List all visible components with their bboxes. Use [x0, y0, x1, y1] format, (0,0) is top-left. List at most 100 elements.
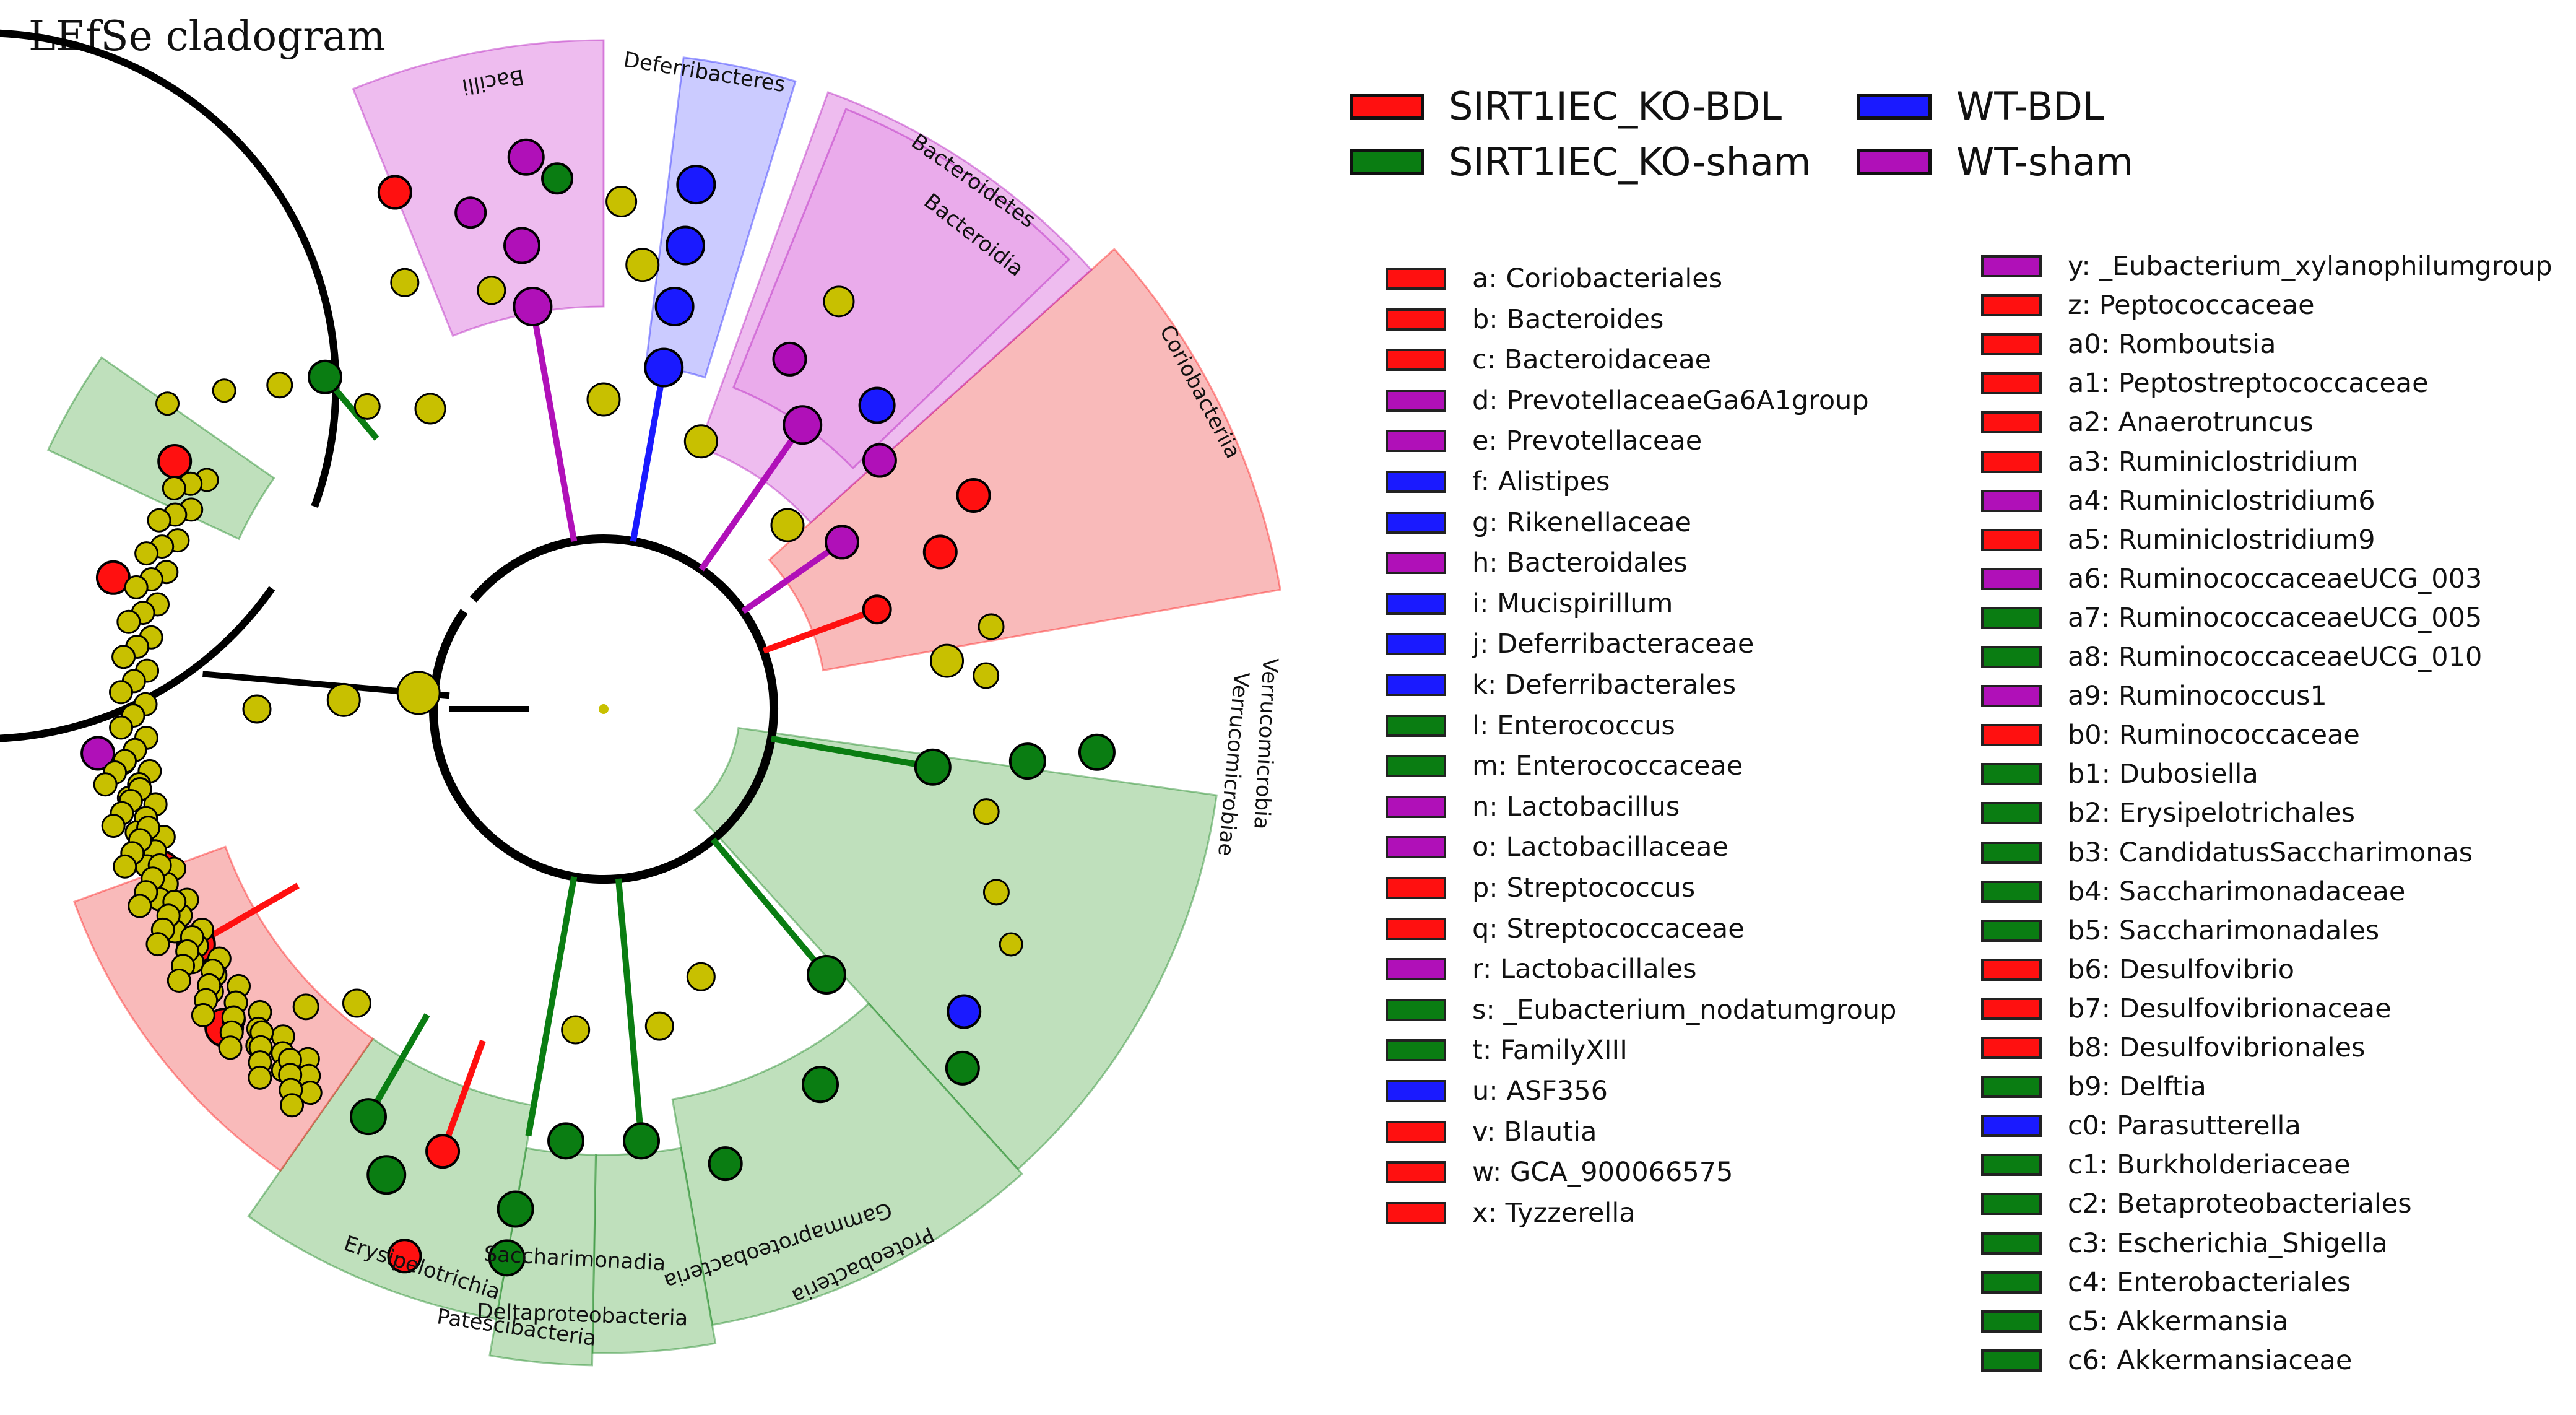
taxon-legend-item: e: Prevotellaceae — [1386, 422, 1702, 459]
tree-node-neutral — [134, 541, 159, 566]
tree-node — [772, 341, 807, 377]
tree-node — [454, 196, 487, 229]
taxon-label: a6: RuminococcaceaeUCG_003 — [2068, 563, 2483, 594]
tree-node — [654, 287, 695, 327]
taxon-label: a0: Romboutsia — [2068, 329, 2276, 360]
group-swatch — [1857, 93, 1932, 120]
taxon-legend-item: a7: RuminococcaceaeUCG_005 — [1981, 599, 2482, 637]
taxon-legend-item: a0: Romboutsia — [1981, 326, 2276, 363]
taxon-swatch — [1386, 268, 1446, 290]
taxon-legend-item: b4: Saccharimonadaceae — [1981, 873, 2405, 910]
tree-node — [947, 994, 982, 1029]
tree-node — [644, 347, 684, 388]
taxon-swatch — [1386, 1039, 1446, 1062]
taxon-legend-item: p: Streptococcus — [1386, 869, 1695, 907]
tree-node-neutral — [266, 372, 293, 399]
taxon-legend-item: b3: CandidatusSaccharimonas — [1981, 834, 2473, 871]
taxon-label: a5: Ruminiclostridium9 — [2068, 524, 2375, 555]
taxon-swatch — [1981, 802, 2042, 825]
taxon-legend-item: b7: Desulfovibrionaceae — [1981, 990, 2392, 1027]
taxon-label: t: FamilyXIII — [1472, 1035, 1628, 1066]
taxon-legend-item: b0: Ruminococcaceae — [1981, 716, 2360, 754]
tree-node-neutral — [162, 476, 186, 500]
taxon-label: s: _Eubacterium_nodatumgroup — [1472, 994, 1897, 1025]
taxon-swatch — [1981, 997, 2042, 1020]
tree-node — [825, 525, 860, 560]
tree-node — [676, 165, 716, 205]
taxon-label: j: Deferribacteraceae — [1472, 629, 1754, 660]
taxon-legend-item: b2: Erysipelotrichales — [1981, 795, 2355, 832]
tree-node-neutral — [155, 391, 180, 416]
taxon-label: l: Enterococcus — [1472, 710, 1675, 741]
taxon-legend-item: c1: Burkholderiaceae — [1981, 1146, 2351, 1183]
taxon-swatch — [1981, 489, 2042, 512]
tree-node-neutral — [128, 894, 152, 918]
tree-node-neutral — [326, 682, 361, 717]
taxon-swatch — [1386, 471, 1446, 493]
taxon-swatch — [1981, 450, 2042, 473]
group-label: SIRT1IEC_KO-sham — [1449, 139, 1811, 185]
tree-node — [350, 1098, 387, 1136]
tree-node — [802, 1066, 839, 1104]
taxon-label: a: Coriobacteriales — [1472, 263, 1723, 294]
taxon-swatch — [1386, 755, 1446, 778]
taxon-label: e: Prevotellaceae — [1472, 425, 1702, 457]
taxon-label: b2: Erysipelotrichales — [2068, 798, 2355, 829]
taxon-label: g: Rikenellaceae — [1472, 507, 1691, 538]
tree-nodes — [80, 138, 1116, 1277]
taxon-legend-item: l: Enterococcus — [1386, 707, 1675, 744]
tree-node — [862, 443, 897, 478]
tree-node-neutral — [109, 715, 134, 740]
taxon-label: i: Mucispirillum — [1472, 588, 1673, 619]
taxon-swatch — [1981, 372, 2042, 395]
tree-node — [80, 736, 116, 771]
taxon-legend-item: q: Streptococcaceae — [1386, 910, 1745, 947]
tree-branch — [525, 876, 578, 1137]
taxon-label: k: Deferribacterales — [1472, 669, 1737, 700]
taxon-label: q: Streptococcaceae — [1472, 913, 1745, 944]
taxon-legend-item: b6: Desulfovibrio — [1981, 951, 2294, 988]
taxon-label: w: GCA_900066575 — [1472, 1157, 1733, 1188]
taxon-legend-item: c4: Enterobacteriales — [1981, 1264, 2351, 1301]
group-label: WT-BDL — [1956, 84, 2104, 129]
taxon-swatch — [1981, 1115, 2042, 1138]
tree-node-neutral — [561, 1015, 591, 1045]
taxon-swatch — [1981, 255, 2042, 277]
tree-node-neutral — [113, 854, 137, 879]
taxon-legend-item: z: Peptococcaceae — [1981, 287, 2315, 324]
tree-node — [914, 748, 952, 786]
class-arc — [0, 29, 340, 742]
taxon-swatch — [1981, 1193, 2042, 1216]
taxon-legend-item: b5: Saccharimonadales — [1981, 912, 2379, 949]
tree-node-neutral — [242, 694, 272, 724]
taxon-legend-item: r: Lactobacillales — [1386, 951, 1696, 988]
tree-node — [1008, 742, 1046, 780]
tree-node-neutral — [342, 988, 371, 1018]
taxon-label: c6: Akkermansiaceae — [2068, 1344, 2353, 1376]
taxon-swatch — [1981, 646, 2042, 668]
taxon-swatch — [1981, 1076, 2042, 1099]
taxon-legend-item: v: Blautia — [1386, 1113, 1597, 1151]
taxon-swatch — [1386, 917, 1446, 940]
taxon-swatch — [1981, 958, 2042, 981]
tree-node — [425, 1134, 461, 1169]
tree-node-neutral — [686, 962, 716, 991]
taxon-label: o: Lactobacillaceae — [1472, 832, 1728, 863]
taxon-swatch — [1981, 1232, 2042, 1255]
tree-node — [862, 594, 892, 625]
taxon-label: a7: RuminococcaceaeUCG_005 — [2068, 602, 2483, 633]
taxon-legend-item: n: Lactobacillus — [1386, 788, 1680, 825]
taxon-legend-item: k: Deferribacterales — [1386, 666, 1736, 703]
cladogram: CoriobacteriiaBacteroidetesBacteroidiaDe… — [0, 29, 1283, 1367]
tree-node-neutral — [477, 276, 506, 305]
taxon-swatch — [1981, 841, 2042, 864]
taxon-label: b7: Desulfovibrionaceae — [2068, 993, 2392, 1024]
tree-node-neutral — [390, 268, 420, 297]
taxon-label: c1: Burkholderiaceae — [2068, 1149, 2351, 1181]
taxon-swatch — [1386, 714, 1446, 737]
group-label: WT-sham — [1956, 139, 2133, 185]
taxon-label: b8: Desulfovibrionales — [2068, 1032, 2366, 1063]
taxon-swatch — [1981, 333, 2042, 356]
group-legend-item: SIRT1IEC_KO-BDL — [1350, 84, 1782, 129]
tree-root — [599, 704, 609, 714]
